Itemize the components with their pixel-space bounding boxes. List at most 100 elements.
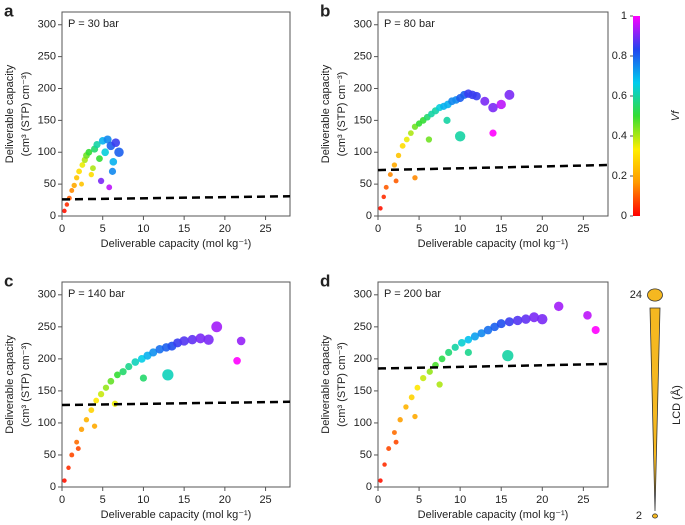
scatter-point <box>496 319 506 329</box>
y-axis-label: Deliverable capacity <box>320 335 332 434</box>
panel-title: P = 30 bar <box>68 18 119 30</box>
scatter-point <box>591 326 600 335</box>
scatter-point <box>106 184 113 191</box>
scatter-point <box>464 348 472 357</box>
y-tick-label: 100 <box>354 146 372 158</box>
scatter-point <box>62 208 67 214</box>
panel-title: P = 200 bar <box>384 288 441 300</box>
scatter-point <box>426 368 433 375</box>
scatter-point <box>211 321 223 333</box>
scatter-point <box>490 322 499 332</box>
scatter-point <box>472 91 481 101</box>
scatter-point <box>583 311 592 320</box>
scatter-point <box>393 178 399 184</box>
x-tick-label: 10 <box>137 223 149 235</box>
scatter-point <box>488 102 498 113</box>
scatter-point <box>445 348 453 357</box>
scatter-point <box>96 155 103 162</box>
y-tick-label: 0 <box>50 481 56 493</box>
scatter-point <box>66 465 71 471</box>
colorbar-label: Vf <box>670 110 682 121</box>
colorbar <box>633 16 640 216</box>
scatter-point <box>443 116 451 124</box>
x-axis-label: Deliverable capacity (mol kg⁻¹) <box>101 509 252 521</box>
y-tick-label: 150 <box>354 114 372 126</box>
y-tick-label: 250 <box>38 321 56 333</box>
scatter-point <box>88 407 95 414</box>
colorbar-tick-label: 0.4 <box>612 130 627 142</box>
scatter-point <box>397 417 403 423</box>
scatter-point <box>464 335 473 344</box>
y-tick-label: 200 <box>38 82 56 94</box>
x-tick-label: 0 <box>59 223 65 235</box>
scatter-point <box>454 131 466 142</box>
size-key-label: 24 <box>630 289 642 301</box>
x-tick-label: 0 <box>375 494 381 506</box>
y-tick-label: 50 <box>44 178 56 190</box>
y-axis-label: (cm³ (STP) cm⁻³) <box>336 72 348 157</box>
scatter-point <box>378 478 383 483</box>
panel-letter: d <box>320 271 330 290</box>
y-axis-label: Deliverable capacity <box>4 64 16 163</box>
scatter-point <box>75 446 81 452</box>
panel-title: P = 140 bar <box>68 288 125 300</box>
size-key-label: 2 <box>636 510 642 522</box>
scatter-point <box>387 172 393 178</box>
colorbar-tick-label: 0 <box>621 210 627 222</box>
scatter-point <box>90 165 96 172</box>
scatter-point <box>480 96 490 106</box>
y-tick-label: 250 <box>354 321 372 333</box>
x-tick-label: 10 <box>137 494 149 506</box>
scatter-point <box>403 136 410 143</box>
reference-line <box>377 163 609 172</box>
scatter-point <box>425 136 433 143</box>
scatter-point <box>139 374 148 382</box>
plot-frame <box>61 281 291 488</box>
scatter-point <box>69 452 75 458</box>
scatter-point <box>412 413 418 420</box>
x-tick-label: 15 <box>495 223 507 235</box>
scatter-point <box>162 369 174 381</box>
scatter-point <box>407 130 414 137</box>
colorbar-tick-label: 0.2 <box>612 170 627 182</box>
y-tick-label: 100 <box>354 417 372 429</box>
scatter-point <box>489 129 497 137</box>
scatter-point <box>155 344 164 354</box>
x-tick-label: 15 <box>178 494 190 506</box>
x-tick-label: 10 <box>454 223 466 235</box>
y-tick-label: 150 <box>354 385 372 397</box>
scatter-point <box>73 175 80 181</box>
y-tick-label: 300 <box>354 19 372 31</box>
scatter-point <box>512 315 523 326</box>
scatter-point <box>71 182 77 189</box>
scatter-point <box>457 339 466 347</box>
scatter-point <box>114 147 124 157</box>
scatter-point <box>395 152 402 159</box>
scatter-point <box>109 157 118 166</box>
scatter-point <box>195 333 206 344</box>
scatter-point <box>91 423 98 429</box>
scatter-point <box>101 148 109 157</box>
scatter-point <box>420 374 427 382</box>
scatter-point <box>381 194 386 200</box>
x-tick-label: 5 <box>416 223 422 235</box>
x-tick-label: 0 <box>375 223 381 235</box>
y-tick-label: 50 <box>360 449 372 461</box>
scatter-point <box>391 430 397 436</box>
x-axis-label: Deliverable capacity (mol kg⁻¹) <box>418 509 569 521</box>
scatter-point <box>149 348 158 357</box>
scatter-point <box>62 478 67 483</box>
y-tick-label: 200 <box>354 82 372 94</box>
colorbar-tick-label: 1 <box>621 10 627 22</box>
x-tick-label: 5 <box>416 494 422 506</box>
x-tick-label: 20 <box>219 223 231 235</box>
scatter-point <box>496 99 506 110</box>
scatter-point <box>529 312 540 323</box>
scatter-point <box>403 404 409 410</box>
reference-line <box>377 362 609 370</box>
scatter-point <box>383 184 389 190</box>
y-axis-label: (cm³ (STP) cm⁻³) <box>336 342 348 427</box>
y-tick-label: 0 <box>366 481 372 493</box>
x-tick-label: 5 <box>100 223 106 235</box>
